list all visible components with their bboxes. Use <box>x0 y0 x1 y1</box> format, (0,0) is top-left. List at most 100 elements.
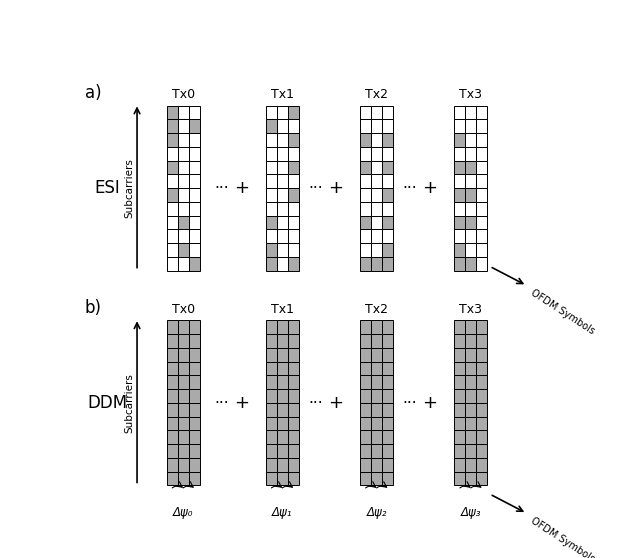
Bar <box>454 119 465 133</box>
Bar <box>454 257 465 271</box>
Bar <box>382 105 393 119</box>
Bar <box>266 147 277 161</box>
Bar <box>382 119 393 133</box>
Bar <box>178 403 189 417</box>
Bar <box>288 119 299 133</box>
Bar <box>167 229 178 243</box>
Bar <box>371 334 382 348</box>
Bar <box>360 472 371 485</box>
Bar <box>454 320 465 334</box>
Bar <box>189 389 200 403</box>
Bar <box>189 243 200 257</box>
Bar <box>476 188 487 202</box>
Bar <box>382 215 393 229</box>
Bar <box>382 417 393 430</box>
Bar <box>178 188 189 202</box>
Bar <box>178 389 189 403</box>
Bar <box>465 257 476 271</box>
Bar <box>266 119 277 133</box>
Bar <box>277 147 288 161</box>
Text: +: + <box>234 179 249 197</box>
Bar <box>360 458 371 472</box>
Bar <box>167 430 178 444</box>
Bar <box>288 202 299 215</box>
Bar <box>476 243 487 257</box>
Bar <box>476 403 487 417</box>
Bar <box>266 348 277 362</box>
Bar <box>178 376 189 389</box>
Bar <box>465 229 476 243</box>
Bar <box>167 334 178 348</box>
Bar <box>189 458 200 472</box>
Bar <box>454 362 465 376</box>
Bar <box>382 389 393 403</box>
Bar <box>277 458 288 472</box>
Bar <box>266 188 277 202</box>
Bar <box>189 376 200 389</box>
Bar <box>454 376 465 389</box>
Bar <box>266 334 277 348</box>
Bar <box>465 389 476 403</box>
Bar <box>382 334 393 348</box>
Bar <box>167 403 178 417</box>
Bar <box>360 376 371 389</box>
Bar <box>465 403 476 417</box>
Bar <box>465 133 476 147</box>
Bar <box>360 105 371 119</box>
Bar <box>465 430 476 444</box>
Bar <box>189 119 200 133</box>
Bar <box>454 147 465 161</box>
Bar <box>288 133 299 147</box>
Bar <box>178 105 189 119</box>
Bar <box>178 243 189 257</box>
Bar <box>360 133 371 147</box>
Bar <box>371 229 382 243</box>
Bar <box>465 348 476 362</box>
Bar <box>476 320 487 334</box>
Text: Subcarriers: Subcarriers <box>125 373 134 433</box>
Bar <box>382 229 393 243</box>
Bar <box>454 243 465 257</box>
Bar <box>465 147 476 161</box>
Bar <box>382 188 393 202</box>
Bar <box>178 444 189 458</box>
Bar <box>266 376 277 389</box>
Text: +: + <box>328 394 343 412</box>
Bar <box>360 188 371 202</box>
Bar <box>371 458 382 472</box>
Bar <box>371 202 382 215</box>
Bar <box>360 202 371 215</box>
Bar <box>454 174 465 188</box>
Bar <box>266 215 277 229</box>
Text: b): b) <box>85 299 102 317</box>
Bar <box>277 376 288 389</box>
Bar <box>476 362 487 376</box>
Bar <box>277 348 288 362</box>
Bar <box>454 458 465 472</box>
Bar <box>266 362 277 376</box>
Bar <box>167 202 178 215</box>
Text: ...: ... <box>214 176 228 191</box>
Bar <box>454 430 465 444</box>
Bar <box>189 444 200 458</box>
Bar <box>360 389 371 403</box>
Bar <box>167 257 178 271</box>
Bar <box>371 472 382 485</box>
Bar <box>266 229 277 243</box>
Bar <box>382 362 393 376</box>
Text: Tx2: Tx2 <box>365 88 388 102</box>
Bar <box>189 161 200 175</box>
Bar <box>288 229 299 243</box>
Bar <box>178 202 189 215</box>
Bar <box>454 215 465 229</box>
Bar <box>454 161 465 175</box>
Bar <box>167 444 178 458</box>
Bar <box>382 202 393 215</box>
Bar <box>288 257 299 271</box>
Bar <box>360 174 371 188</box>
Bar <box>288 215 299 229</box>
Bar <box>382 430 393 444</box>
Bar <box>360 348 371 362</box>
Bar <box>277 320 288 334</box>
Bar <box>167 348 178 362</box>
